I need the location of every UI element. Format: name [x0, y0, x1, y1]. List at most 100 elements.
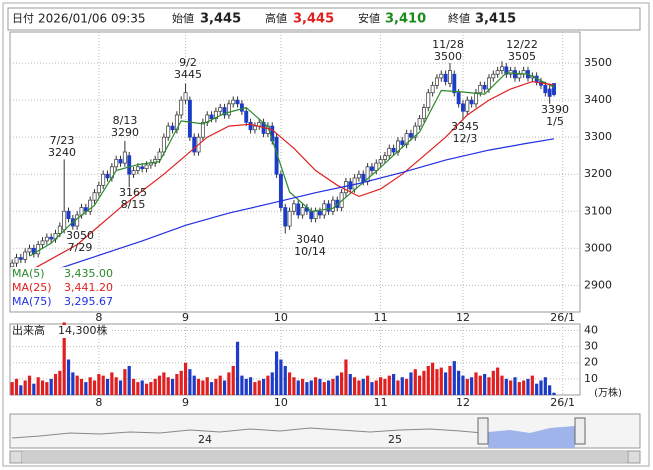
annotation: 11/28	[432, 38, 464, 51]
candle-body	[127, 155, 132, 175]
navigator-handle-left[interactable]	[477, 417, 489, 445]
scroll-right-button[interactable]	[627, 450, 641, 464]
legend-name: MA(75)	[12, 295, 52, 308]
annotation: 3040	[296, 233, 324, 246]
x-tick-label: 10	[274, 311, 288, 324]
volume-bar	[392, 374, 396, 395]
header-date-label: 日付	[12, 12, 34, 25]
annotation: 10/14	[294, 245, 326, 258]
volume-bar	[366, 375, 370, 395]
annotation: 3240	[48, 146, 76, 159]
x-tick-label: 9	[182, 396, 189, 409]
volume-bar	[105, 378, 110, 395]
scroll-left-button[interactable]	[9, 450, 23, 464]
candle-body	[192, 136, 197, 153]
annotation: 7/29	[68, 241, 93, 254]
annotation: 3050	[66, 229, 94, 242]
volume-bar	[114, 377, 118, 395]
candle-body	[23, 251, 28, 260]
candle-body	[153, 159, 158, 164]
navigator-handle-right[interactable]	[574, 417, 586, 445]
x-tick-label: 12	[456, 311, 470, 324]
volume-bar	[101, 375, 105, 395]
annotation: 3290	[111, 126, 139, 139]
candle-body	[36, 244, 41, 255]
y-tick-label: 3000	[584, 241, 612, 254]
candle-body	[239, 103, 244, 112]
volume-bar	[465, 378, 469, 395]
volume-bar	[413, 369, 417, 395]
volume-bar	[504, 378, 508, 395]
candle-body	[114, 159, 119, 168]
candle-body	[49, 236, 54, 240]
candle-body	[369, 166, 374, 171]
scroll-thumb[interactable]	[22, 452, 627, 462]
volume-bar	[19, 385, 23, 395]
candle-body	[422, 107, 426, 120]
y-tick-label: 2900	[584, 278, 612, 291]
volume-bar	[461, 375, 465, 395]
volume-bar	[426, 365, 430, 395]
volume-bar	[418, 375, 422, 395]
x-tick-label: 11	[374, 396, 388, 409]
candle-body	[513, 70, 517, 79]
annotation: 9/2	[179, 56, 197, 69]
volume-bar	[62, 322, 66, 395]
candle-body	[343, 181, 348, 194]
volume-bar	[270, 372, 274, 395]
volume-bar	[287, 372, 292, 395]
volume-bar	[483, 374, 487, 395]
annotation: 3505	[508, 50, 536, 63]
candle-body	[409, 133, 413, 138]
volume-bar	[530, 375, 534, 395]
price-panel	[9, 31, 581, 313]
candle-body	[252, 125, 257, 131]
volume-bar	[348, 374, 352, 395]
volume-bar	[162, 372, 166, 395]
volume-bar	[400, 377, 404, 395]
volume-bar	[448, 365, 452, 395]
legend-box	[11, 267, 119, 311]
candle-body	[487, 77, 491, 90]
header-high: 3,445	[293, 12, 334, 27]
candle-body	[231, 99, 236, 105]
volume-bar	[353, 377, 357, 395]
annotation: 8/15	[121, 198, 146, 211]
candle-body	[161, 136, 166, 153]
candle-body	[465, 99, 470, 112]
candle-body	[105, 173, 110, 179]
candle-body	[118, 159, 123, 164]
volume-bar	[335, 375, 339, 395]
volume-bar	[344, 359, 348, 395]
volume-title: 出来高	[12, 323, 45, 337]
volume-bar	[123, 369, 127, 395]
volume-bar	[192, 375, 196, 395]
candle-body	[517, 73, 522, 79]
volume-bar	[261, 378, 266, 395]
volume-bar	[435, 369, 439, 395]
ma-line	[29, 72, 555, 257]
candle-body	[374, 162, 379, 171]
x-tick-label: 11	[374, 311, 388, 324]
candle-body	[92, 192, 97, 201]
ma-line	[33, 80, 555, 270]
volume-bar	[474, 372, 478, 395]
candle-body	[482, 84, 487, 90]
y-tick-label: 10	[584, 372, 598, 385]
volume-bar	[201, 380, 205, 395]
candle-body	[361, 173, 366, 182]
volume-bar	[170, 378, 175, 395]
candle-body	[274, 136, 279, 175]
candle-body	[413, 125, 418, 138]
navigator-label: 24	[198, 433, 212, 446]
candle-body	[330, 199, 335, 212]
header-box	[7, 7, 641, 31]
volume-bar	[253, 382, 257, 395]
candle-body	[400, 140, 405, 145]
candle-body	[495, 70, 500, 75]
candle-body	[309, 210, 314, 220]
volume-bar	[396, 380, 400, 395]
candle-body	[183, 92, 188, 101]
candle-body	[257, 122, 262, 127]
